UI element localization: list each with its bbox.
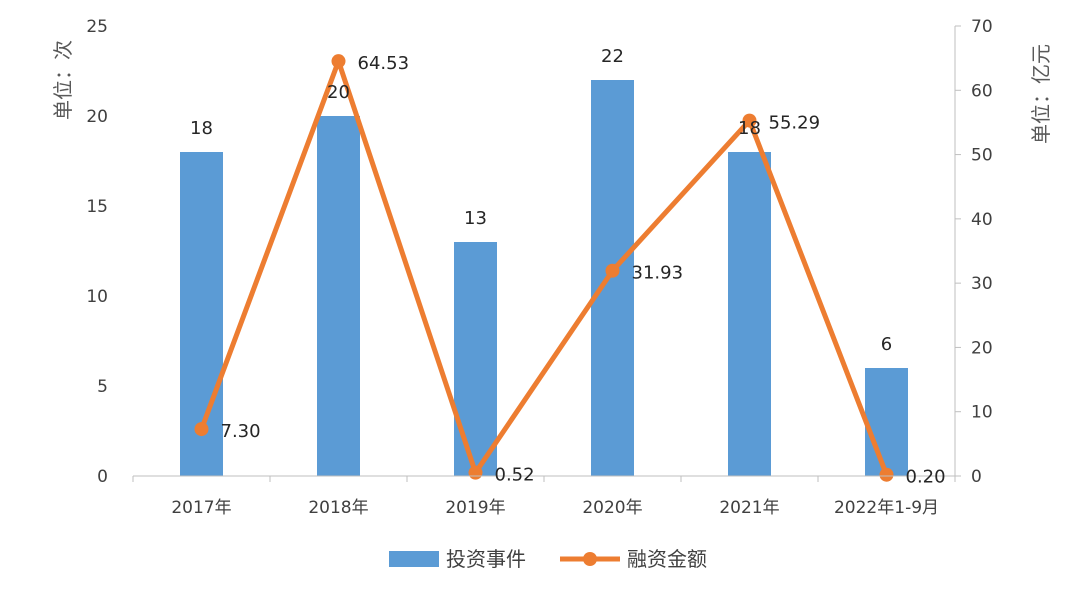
y-right-tick-label: 50 [971,146,993,166]
x-tick-label: 2022年1-9月 [834,498,939,518]
bar [728,152,771,476]
y-right-tick-label: 70 [971,17,993,37]
line-point [194,422,209,437]
bar [454,242,497,476]
bar-data-label: 13 [464,208,487,229]
y-right-tick-label: 30 [971,274,993,294]
line-data-label: 64.53 [358,53,410,74]
legend-label-line: 融资金额 [627,547,707,571]
line-data-label: 0.52 [495,465,535,486]
bar-series [180,80,908,476]
y-left-tick-label: 10 [86,287,108,307]
y-left-tick-label: 5 [97,377,108,397]
y-left-axis-title: 单位：次 [51,40,75,120]
legend-label-bar: 投资事件 [446,547,526,571]
y-left-tick-label: 15 [86,197,108,217]
y-right-axis-title: 单位：亿元 [1029,44,1053,144]
y-right-tick-label: 0 [971,467,982,487]
line-data-label: 31.93 [632,263,684,284]
bar-data-label: 18 [738,118,761,139]
line-path [199,58,889,476]
y-right-tick-label: 10 [971,403,993,423]
data-labels: 18 20 13 22 18 6 7.30 64.53 0.52 31.93 55.29 0.20 [190,46,946,488]
x-tick-label: 2017年 [171,498,231,518]
bar [865,368,908,476]
bar [591,80,634,476]
line-point [742,113,757,128]
line-data-label: 7.30 [221,421,261,442]
y-right-tick-label: 40 [971,210,993,230]
y-left-tick-label: 25 [86,17,108,37]
y-right-tick-label: 60 [971,81,993,101]
line-data-label: 55.29 [769,113,821,134]
line-series [194,54,894,482]
bar-data-label: 6 [881,334,892,355]
x-tick-label: 2019年 [445,498,505,518]
y-left-tick-label: 0 [97,467,108,487]
legend-swatch-marker [583,552,597,566]
legend: 投资事件 融资金额 [389,547,707,571]
line-point [468,465,483,480]
line-data-label: 0.20 [906,467,946,488]
y-right-tick-label: 20 [971,338,993,358]
line-point [331,54,346,69]
line-point [879,467,894,482]
y-left-tick-label: 20 [86,107,108,127]
bar-data-label: 20 [327,82,350,103]
bar-data-label: 22 [601,46,624,67]
bar-data-label: 18 [190,118,213,139]
line-point [605,263,620,278]
legend-swatch-bar [389,551,439,567]
x-tick-label: 2020年 [582,498,642,518]
axes: 2017年 2018年 2019年 2020年 2021年 2022年1-9月 0 5 10 15… [51,17,1053,518]
x-tick-label: 2021年 [719,498,779,518]
bar [317,116,360,476]
x-tick-label: 2018年 [308,498,368,518]
